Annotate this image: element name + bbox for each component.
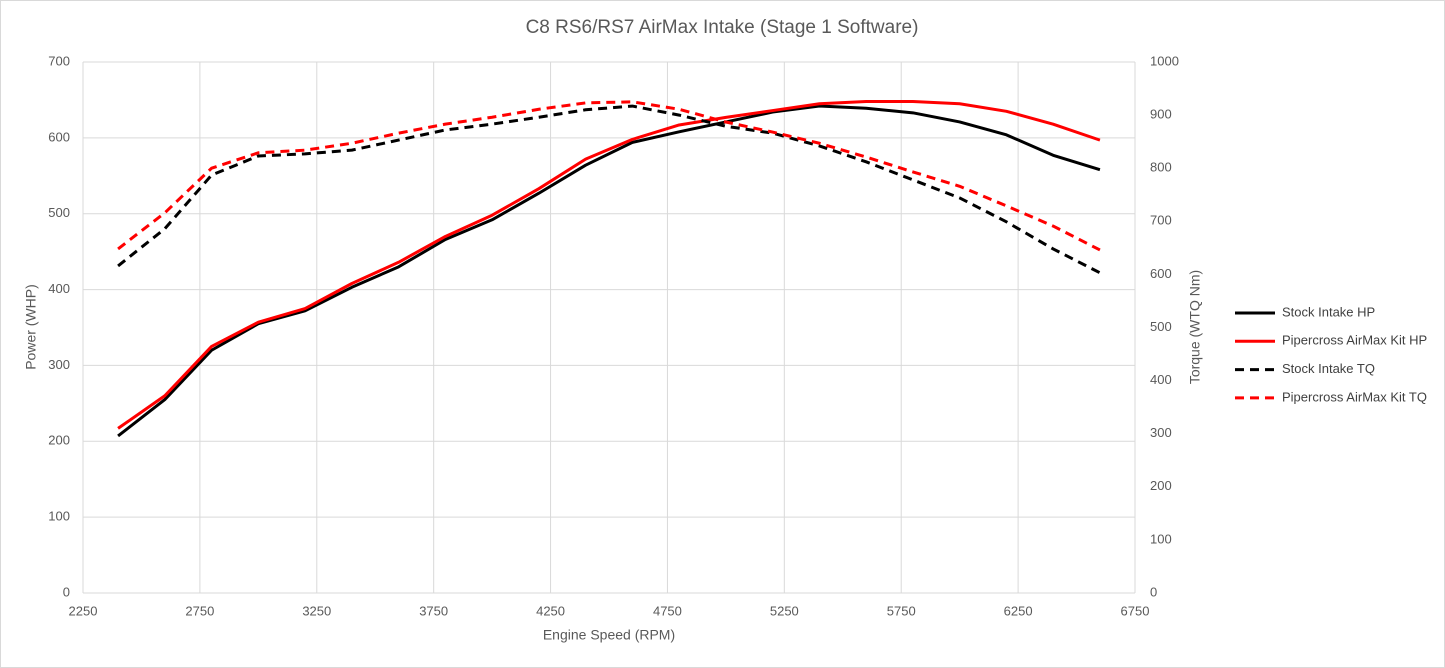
y2-tick-label: 400 xyxy=(1150,372,1172,387)
y2-tick-label: 600 xyxy=(1150,266,1172,281)
y2-tick-label: 100 xyxy=(1150,531,1172,546)
y2-tick-label: 900 xyxy=(1150,107,1172,122)
legend-label: Pipercross AirMax Kit TQ xyxy=(1282,389,1427,404)
y2-tick-label: 1000 xyxy=(1150,53,1179,68)
y2-tick-label: 500 xyxy=(1150,319,1172,334)
series-line xyxy=(117,99,1101,430)
y-tick-label: 600 xyxy=(48,129,70,144)
y-tick-label: 400 xyxy=(48,281,70,296)
x-tick-label: 3750 xyxy=(419,603,448,618)
x-tick-label: 3250 xyxy=(302,603,331,618)
x-tick-label: 2750 xyxy=(185,603,214,618)
y2-tick-label: 700 xyxy=(1150,213,1172,228)
series-line xyxy=(117,104,1101,438)
x-tick-label: 4250 xyxy=(536,603,565,618)
y-tick-label: 700 xyxy=(48,53,70,68)
legend-label: Stock Intake HP xyxy=(1282,304,1375,319)
x-tick-label: 5250 xyxy=(770,603,799,618)
x-tick-label: 6750 xyxy=(1121,603,1150,618)
y2-axis-title: Torque (WTQ Nm) xyxy=(1187,270,1203,384)
legend-label: Stock Intake TQ xyxy=(1282,361,1375,376)
y2-tick-label: 300 xyxy=(1150,425,1172,440)
series-line xyxy=(117,100,1101,252)
x-tick-label: 5750 xyxy=(887,603,916,618)
y2-tick-label: 800 xyxy=(1150,160,1172,175)
chart-title: C8 RS6/RS7 AirMax Intake (Stage 1 Softwa… xyxy=(526,17,919,38)
y-tick-label: 300 xyxy=(48,357,70,372)
y-axis-title: Power (WHP) xyxy=(23,284,39,370)
x-axis-title: Engine Speed (RPM) xyxy=(543,627,675,643)
y-tick-label: 500 xyxy=(48,205,70,220)
x-tick-label: 2250 xyxy=(69,603,98,618)
y-tick-label: 200 xyxy=(48,433,70,448)
x-tick-label: 4750 xyxy=(653,603,682,618)
y-tick-label: 100 xyxy=(48,509,70,524)
y-tick-label: 0 xyxy=(63,584,70,599)
y2-tick-label: 0 xyxy=(1150,584,1157,599)
x-tick-label: 6250 xyxy=(1004,603,1033,618)
series-line xyxy=(117,104,1101,275)
y2-tick-label: 200 xyxy=(1150,478,1172,493)
legend-label: Pipercross AirMax Kit HP xyxy=(1282,333,1427,348)
